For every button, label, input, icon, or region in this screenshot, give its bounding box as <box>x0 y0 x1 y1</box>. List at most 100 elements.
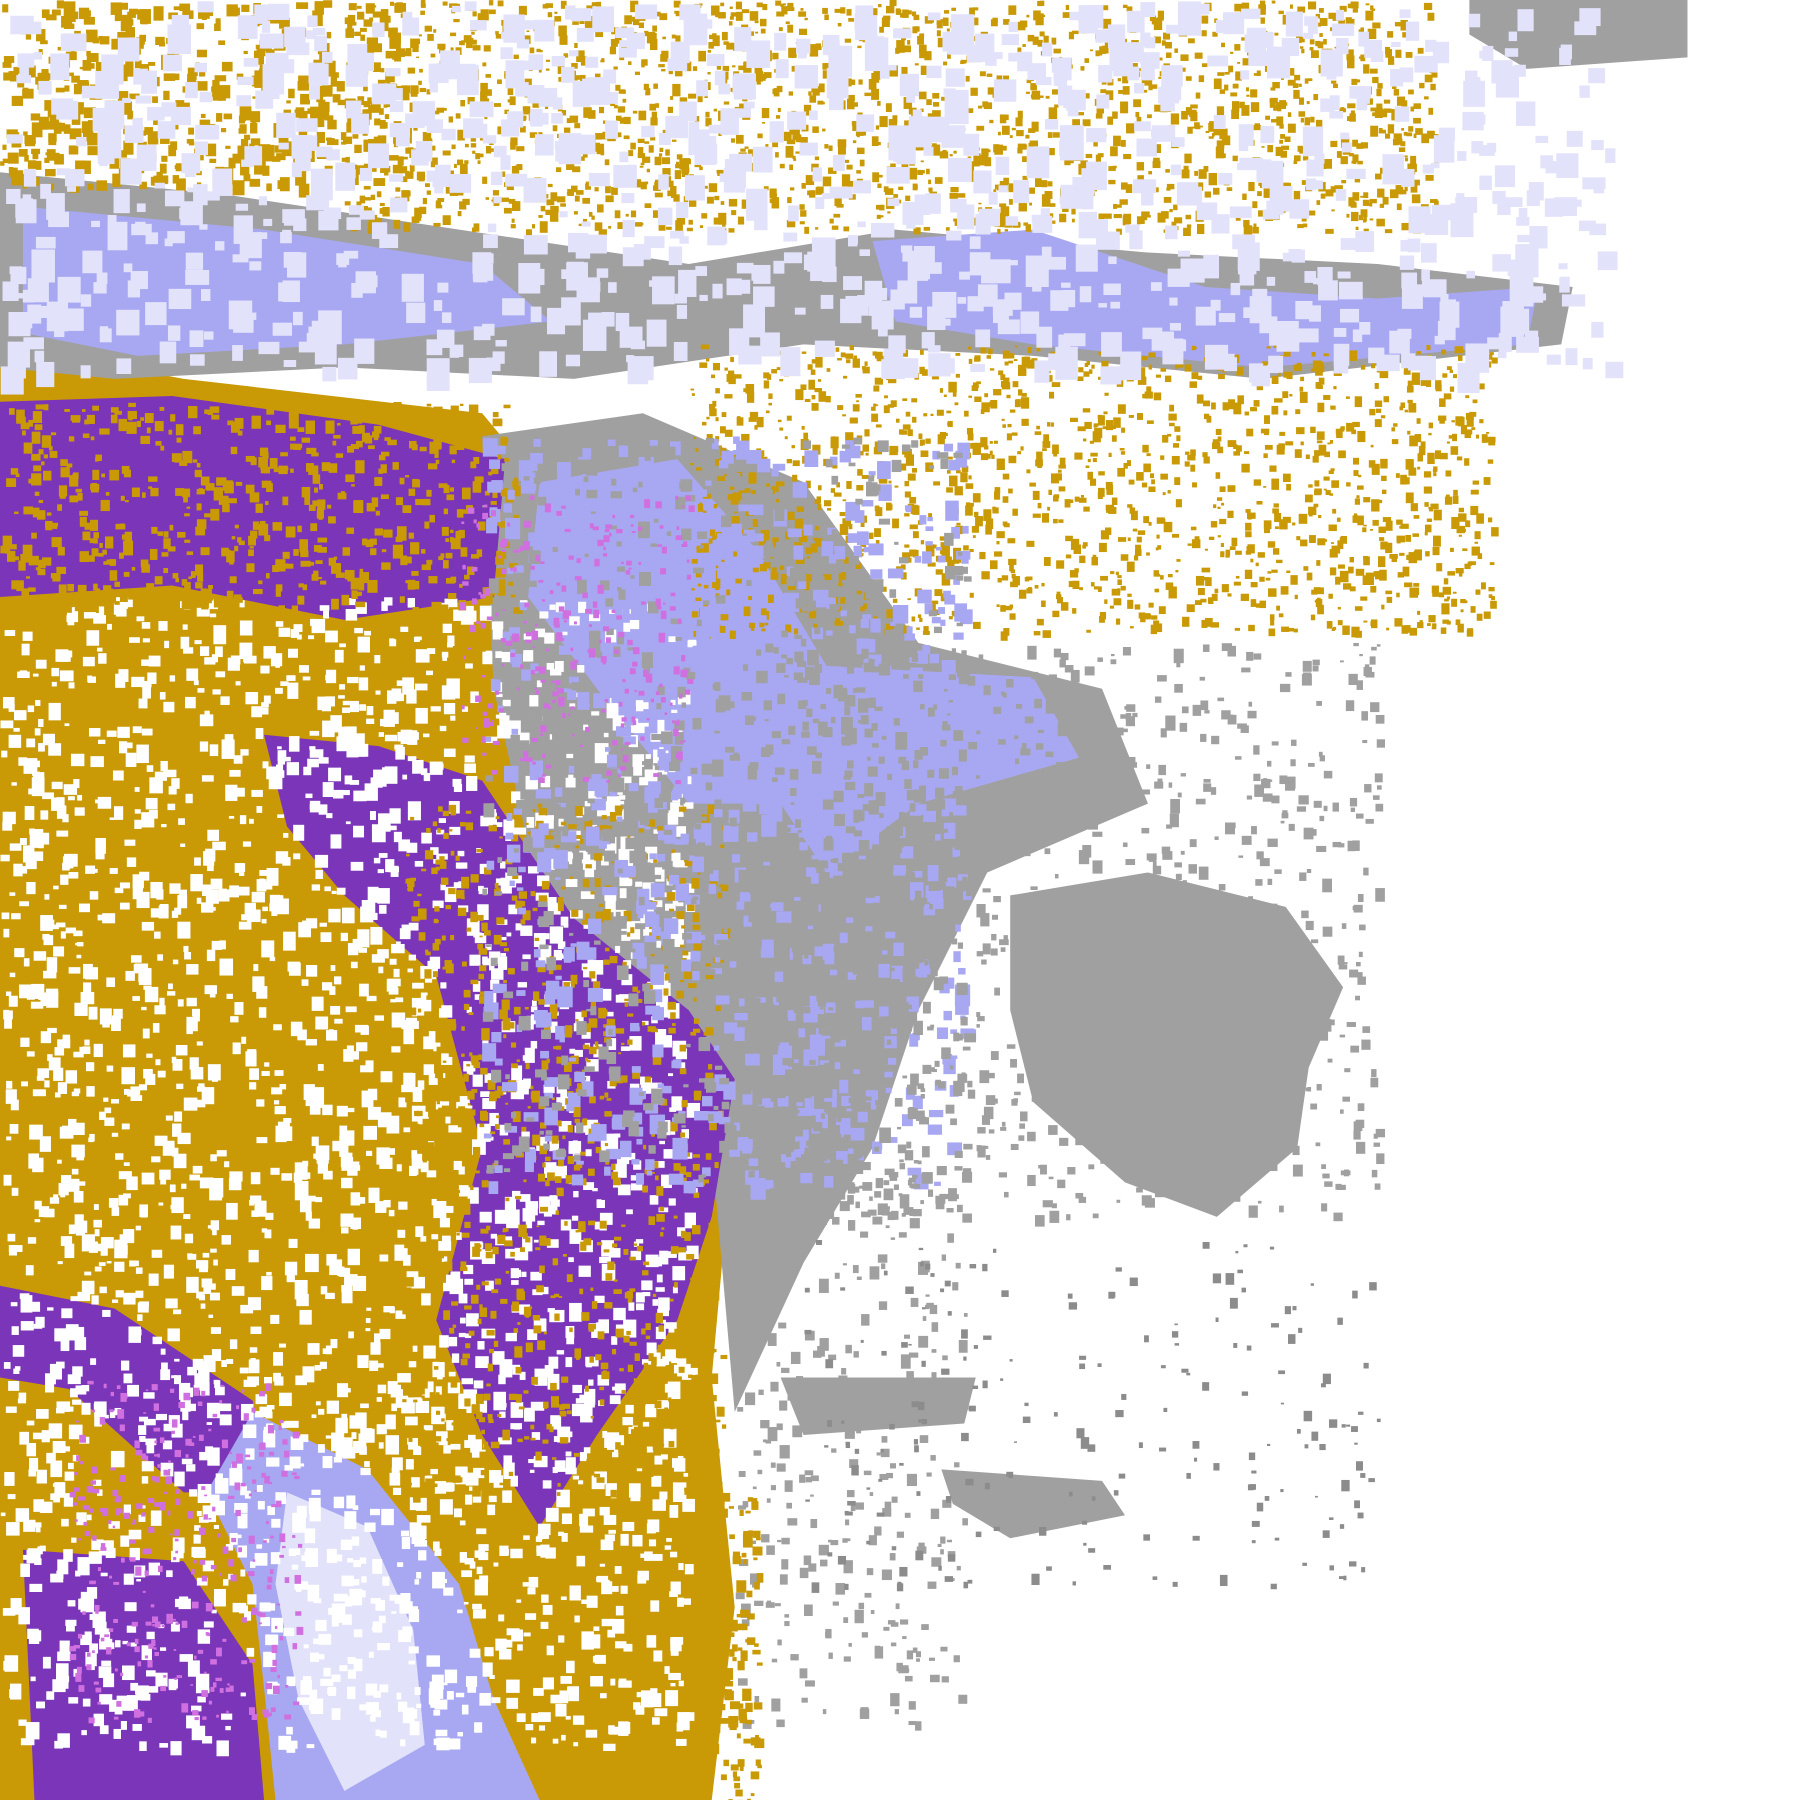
gold-speckle <box>1059 213 1067 223</box>
gold-speckle <box>363 86 368 92</box>
gold-speckle <box>450 32 457 37</box>
gold-speckle <box>1428 107 1434 115</box>
gold-speckle <box>1400 141 1406 147</box>
gold-speckle <box>47 154 53 161</box>
gold-speckle <box>966 427 974 435</box>
gold-speckle <box>954 402 959 406</box>
gold-speckle <box>1282 473 1291 483</box>
gold-speckle <box>1216 140 1225 149</box>
gold-speckle <box>1334 185 1343 193</box>
gold-speckle <box>1385 542 1393 554</box>
gold-speckle <box>659 13 668 21</box>
gold-speckle <box>1348 566 1354 574</box>
gold-speckle <box>695 571 702 578</box>
clear-sky-gap <box>559 1690 569 1704</box>
clear-sky-gap <box>584 1388 596 1405</box>
gold-speckle <box>1134 604 1141 610</box>
clear-sky-gap <box>219 958 234 976</box>
clear-sky-gap <box>414 1579 420 1585</box>
clear-sky-gap <box>167 803 176 811</box>
gold-speckle <box>1470 505 1479 516</box>
clear-sky-gap <box>80 1634 92 1646</box>
clear-sky-gap <box>61 1308 73 1319</box>
gold-speckle <box>363 101 371 108</box>
gold-speckle <box>1407 380 1413 387</box>
clear-sky-gap <box>635 1705 645 1715</box>
clear-sky-gap <box>265 1411 273 1419</box>
gold-speckle <box>531 224 536 229</box>
clear-sky-gap <box>118 1194 129 1206</box>
clear-sky-gap <box>560 1676 572 1684</box>
gold-speckle <box>1151 479 1155 485</box>
gold-speckle <box>1154 144 1160 149</box>
gold-speckle <box>560 0 567 9</box>
gold-speckle <box>153 6 164 21</box>
gold-speckle <box>1380 541 1388 550</box>
gold-speckle <box>545 3 553 8</box>
gold-speckle <box>1197 182 1204 191</box>
clear-sky-gap <box>94 1621 107 1635</box>
gold-speckle <box>763 186 769 191</box>
gold-speckle <box>694 116 700 123</box>
gold-speckle <box>927 562 936 567</box>
clear-sky-gap <box>343 1130 355 1146</box>
gold-speckle <box>900 13 904 18</box>
gold-speckle <box>1026 540 1035 547</box>
gold-speckle <box>501 171 506 177</box>
gold-speckle <box>905 411 911 417</box>
gold-speckle <box>1218 374 1225 380</box>
gold-speckle <box>807 364 813 370</box>
gold-speckle <box>894 485 899 488</box>
clear-sky-gap <box>113 806 124 820</box>
gold-speckle <box>1195 92 1201 99</box>
gold-speckle <box>874 528 881 538</box>
gold-speckle <box>1165 52 1172 58</box>
clear-sky-gap <box>56 1663 69 1680</box>
clear-sky-gap <box>417 1080 425 1090</box>
gold-speckle <box>1122 74 1129 84</box>
gold-speckle <box>709 408 717 417</box>
gold-speckle <box>1293 160 1298 165</box>
gold-speckle <box>1408 403 1417 413</box>
gold-speckle <box>1289 393 1293 397</box>
gold-speckle <box>1077 112 1085 116</box>
gold-speckle <box>1474 531 1481 540</box>
gold-speckle <box>169 73 180 81</box>
gold-speckle <box>488 9 496 15</box>
gold-speckle <box>1381 109 1388 118</box>
clear-sky-gap <box>403 1072 416 1089</box>
gold-speckle <box>1377 83 1383 89</box>
gold-speckle <box>1117 537 1127 542</box>
gold-speckle <box>1319 8 1324 13</box>
gold-speckle <box>1300 117 1304 123</box>
gold-speckle <box>1090 452 1098 457</box>
gold-speckle <box>1001 575 1009 581</box>
gold-speckle <box>63 1 76 17</box>
gold-speckle <box>1041 600 1046 608</box>
gold-speckle <box>588 211 593 217</box>
gold-speckle <box>711 374 716 379</box>
gold-speckle <box>1221 42 1225 48</box>
gold-speckle <box>875 424 882 428</box>
gold-speckle <box>846 98 855 110</box>
gold-speckle <box>1122 86 1130 95</box>
gold-speckle <box>1283 410 1288 416</box>
gold-speckle <box>1487 517 1493 523</box>
clear-sky-gap <box>419 999 432 1012</box>
gold-speckle <box>1205 577 1212 587</box>
clear-sky-gap <box>309 749 324 758</box>
gold-speckle <box>1001 125 1010 135</box>
clear-sky-gap <box>622 1521 635 1532</box>
gold-speckle <box>252 96 258 99</box>
gold-speckle <box>1136 413 1144 420</box>
gold-speckle <box>448 116 453 123</box>
gold-speckle <box>1158 606 1166 615</box>
gold-speckle <box>125 27 135 38</box>
clear-sky-gap <box>528 1459 536 1464</box>
clear-sky-gap <box>391 1467 400 1478</box>
clear-sky-gap <box>339 1146 349 1157</box>
gold-speckle <box>806 556 811 559</box>
gold-speckle <box>873 385 880 392</box>
gold-speckle <box>1322 159 1330 167</box>
clear-sky-gap <box>157 954 164 961</box>
